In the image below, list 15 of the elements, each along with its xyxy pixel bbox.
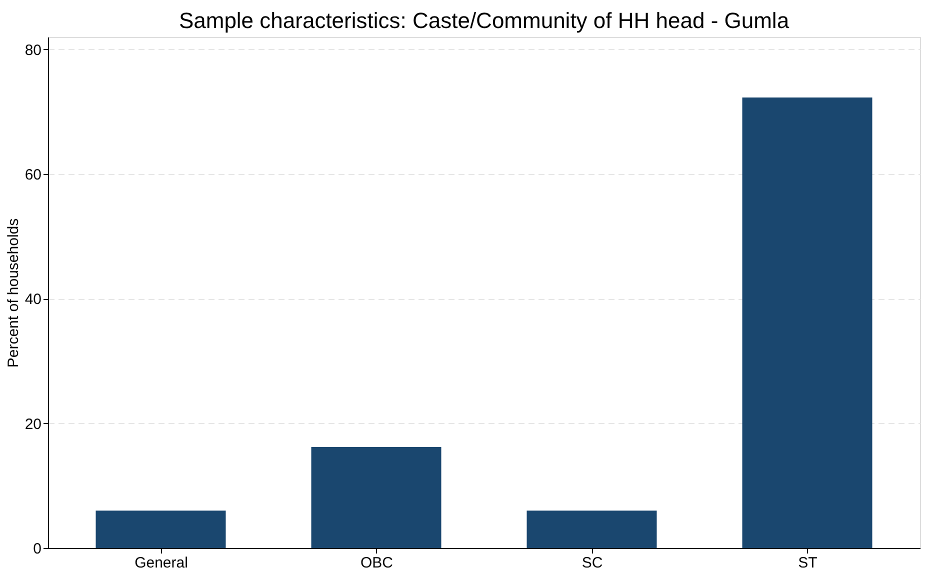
x-tick-label: General	[134, 554, 188, 572]
y-tick-label: 60	[24, 166, 42, 184]
x-tick-label: SC	[582, 554, 603, 572]
y-tick-label: 80	[24, 42, 42, 59]
x-tick-label: OBC	[360, 554, 394, 572]
bar	[526, 510, 657, 548]
bar	[96, 510, 226, 548]
y-tick-label: 20	[24, 416, 42, 433]
bar	[311, 447, 442, 548]
chart-title: Sample characteristics: Caste/Community of HH head - Gumla	[178, 8, 790, 33]
y-axis-title: Percent of households	[4, 218, 22, 368]
bar	[742, 97, 872, 548]
y-tick-label: 40	[24, 291, 42, 308]
x-tick-label: ST	[798, 554, 818, 572]
y-tick-label: 0	[33, 540, 42, 558]
